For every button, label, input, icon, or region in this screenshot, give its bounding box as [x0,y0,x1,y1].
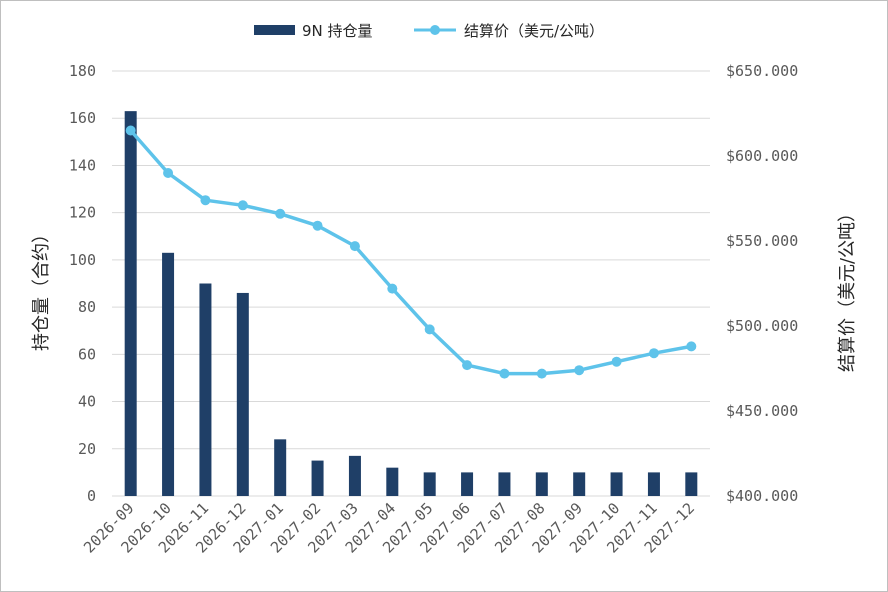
bar [423,472,436,496]
price-point [163,168,174,178]
bar [199,283,212,496]
legend-bar-swatch [254,25,295,35]
price-point [125,125,136,136]
left-tick-label: 140 [69,156,96,174]
right-tick-label: $400.000 [726,487,798,505]
price-point [387,283,398,294]
left-tick-label: 40 [78,393,96,411]
price-point [499,368,510,379]
left-tick-label: 120 [69,204,96,222]
right-tick-label: $550.000 [726,232,798,250]
price-point [611,356,622,367]
legend: 9N 持仓量 结算价（美元/公吨） [254,22,604,40]
bar [236,292,249,496]
right-tick-label: $600.000 [726,147,798,165]
price-point [574,365,585,376]
bar [610,472,623,496]
left-tick-label: 80 [78,298,96,316]
left-tick-label: 20 [78,440,96,458]
right-axis-ticks: $400.000 $450.000 $500.000 $550.000 $600.000… [726,62,798,505]
right-tick-label: $500.000 [726,317,798,335]
price-point [200,195,211,206]
bar [498,472,511,496]
right-tick-label: $450.000 [726,402,798,420]
price-point [462,360,473,371]
price-point [312,220,323,231]
left-axis-title: 持仓量（合约） [31,225,52,351]
bar [162,252,175,496]
left-tick-label: 100 [69,251,96,269]
legend-line-label: 结算价（美元/公吨） [464,22,604,40]
x-axis-ticks: 2026-092026-102026-112026-122027-012027-… [80,499,698,556]
price-point [648,348,659,359]
bar [348,455,361,496]
left-tick-label: 160 [69,109,96,127]
bar [311,460,324,496]
left-tick-label: 60 [78,345,96,363]
price-point [349,241,360,252]
legend-line-marker [430,25,440,35]
bar [461,472,474,496]
bar [386,467,399,496]
left-tick-label: 0 [87,487,96,505]
bar [535,472,548,496]
price-point [536,368,547,379]
price-point [424,324,435,335]
bar [573,472,586,496]
right-axis-title: 结算价（美元/公吨） [837,204,858,372]
bar [274,439,287,496]
bar-series [124,111,698,496]
price-line [129,129,692,376]
price-point [275,208,286,219]
left-tick-label: 180 [69,62,96,80]
bar [647,472,660,496]
legend-bar-label: 9N 持仓量 [302,22,373,40]
price-point [237,200,248,211]
line-series [125,125,697,379]
left-axis-ticks: 0 20 40 60 80 100 120 140 160 180 [69,62,96,505]
right-tick-label: $650.000 [726,62,798,80]
bar [685,472,698,496]
price-point [686,341,697,352]
bar [124,111,137,496]
